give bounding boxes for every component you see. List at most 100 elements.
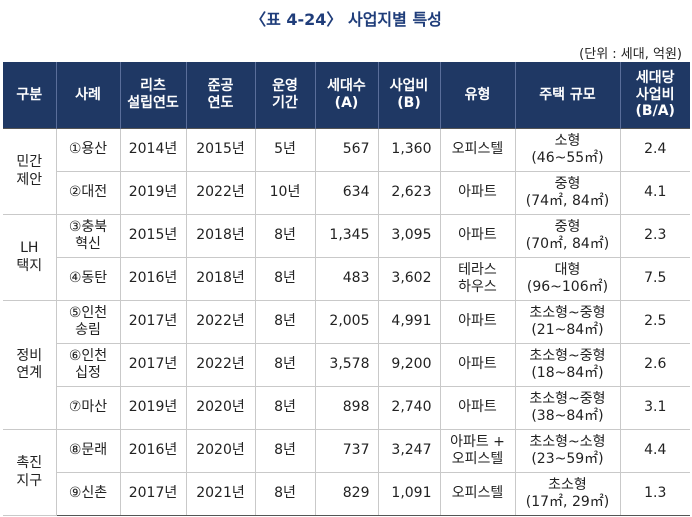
table-cell: 테라스 하우스 — [439, 257, 516, 301]
column-header: 세대당 사업비 (B/A) — [619, 62, 690, 129]
table-cell: 5년 — [254, 128, 316, 172]
table-cell: 2020년 — [185, 386, 256, 430]
table-cell: 2017년 — [119, 343, 187, 387]
table-cell: 8년 — [254, 214, 316, 258]
table-cell: 3,578 — [314, 343, 379, 387]
table-cell: ①용산 — [55, 128, 121, 172]
table-cell: 4,991 — [377, 300, 441, 344]
table-cell: 아파트 — [439, 214, 516, 258]
table-cell: ②대전 — [55, 171, 121, 215]
table-cell: 2.5 — [619, 300, 690, 344]
table-cell: 2014년 — [119, 128, 187, 172]
table-cell: ⑨신촌 — [55, 472, 121, 516]
group-cell: 정비 연계 — [3, 300, 57, 430]
table-cell: 중형 (70㎡, 84㎡) — [514, 214, 621, 258]
table-cell: 8년 — [254, 472, 316, 516]
table-row: ④동탄 2016년 2018년 8년 483 3,602 테라스 하우스 대형 (96~106… — [3, 257, 690, 301]
table-row: LH 택지 ③충북 혁신 2015년 2018년 8년 1,345 3,095 아파트 중형 (… — [3, 214, 690, 301]
table-cell: 2.6 — [619, 343, 690, 387]
table-cell: 오피스텔 — [439, 128, 516, 172]
table-cell: ⑦마산 — [55, 386, 121, 430]
table-cell: 1.3 — [619, 472, 690, 516]
table-cell: 2.4 — [619, 128, 690, 172]
table-cell: 아파트 — [439, 171, 516, 215]
column-header: 세대수 (A) — [314, 62, 378, 129]
table-cell: 2022년 — [185, 300, 256, 344]
table-cell: ④동탄 — [55, 257, 121, 301]
table-row: ⑥인천 십정 2017년 2022년 8년 3,578 9,200 아파트 초소형~중형 (1… — [3, 343, 690, 387]
table-cell: 898 — [314, 386, 379, 430]
table-row: ⑦마산 2019년 2020년 8년 898 2,740 아파트 초소형~중형 (38~84㎡… — [3, 386, 690, 430]
table-row: 정비 연계 ⑤인천 송림 2017년 2022년 8년 2,005 4,991 아파트 초소형~… — [3, 300, 690, 430]
table-cell: 567 — [314, 128, 379, 172]
group-cell: LH 택지 — [3, 214, 57, 301]
table-cell: 8년 — [254, 429, 316, 473]
table-cell: 2022년 — [185, 171, 256, 215]
header-row: 구분 사례 리츠 설립연도 준공 연도 운영 기간 세대수 (A) 사업비 (B) 유형 주택 … — [3, 62, 690, 129]
table-cell: 아파트 + 오피스텔 — [439, 429, 516, 473]
table-cell: 초소형 (17㎡, 29㎡) — [514, 472, 621, 516]
table: 구분 사례 리츠 설립연도 준공 연도 운영 기간 세대수 (A) 사업비 (B) 유형 주택 … — [3, 62, 690, 516]
table-row: ②대전 2019년 2022년 10년 634 2,623 아파트 중형 (74㎡, 84㎡)… — [3, 171, 690, 215]
table-cell: 오피스텔 — [439, 472, 516, 516]
table-cell: ⑥인천 십정 — [55, 343, 121, 387]
table-cell: 2018년 — [185, 214, 256, 258]
group-cell: 촉진 지구 — [3, 429, 57, 516]
table-cell: 3,095 — [377, 214, 441, 258]
table-cell: 중형 (74㎡, 84㎡) — [514, 171, 621, 215]
table-cell: 3,247 — [377, 429, 441, 473]
table-cell: 아파트 — [439, 300, 516, 344]
table-cell: 2,623 — [377, 171, 441, 215]
table-cell: 2021년 — [185, 472, 256, 516]
table-cell: 2018년 — [185, 257, 256, 301]
group-cell: 민간 제안 — [3, 128, 57, 215]
table-cell: 소형 (46~55㎡) — [514, 128, 621, 172]
table-cell: 2020년 — [185, 429, 256, 473]
table-cell: 3.1 — [619, 386, 690, 430]
table-cell: ⑤인천 송림 — [55, 300, 121, 344]
table-cell: 4.1 — [619, 171, 690, 215]
table-cell: 아파트 — [439, 343, 516, 387]
column-header: 사례 — [55, 62, 120, 129]
column-header: 사업비 (B) — [377, 62, 440, 129]
table-cell: 634 — [314, 171, 379, 215]
table-cell: 초소형~중형 (18~84㎡) — [514, 343, 621, 387]
table-row: 촉진 지구 ⑧문래 2016년 2020년 8년 737 3,247 아파트 + 오피스텔 초소… — [3, 429, 690, 516]
column-header: 리츠 설립연도 — [119, 62, 186, 129]
table-cell: 1,345 — [314, 214, 379, 258]
table-cell: 4.4 — [619, 429, 690, 473]
table-cell: 829 — [314, 472, 379, 516]
table-cell: 초소형~소형 (23~59㎡) — [514, 429, 621, 473]
table-cell: 2016년 — [119, 257, 187, 301]
table-cell: 2017년 — [119, 472, 187, 516]
table-cell: 대형 (96~106㎡) — [514, 257, 621, 301]
table-cell: ③충북 혁신 — [55, 214, 121, 258]
table-cell: ⑧문래 — [55, 429, 121, 473]
table-cell: 8년 — [254, 300, 316, 344]
table-cell: 2022년 — [185, 343, 256, 387]
table-cell: 483 — [314, 257, 379, 301]
table-cell: 아파트 — [439, 386, 516, 430]
table-row: 민간 제안 ①용산 2014년 2015년 5년 567 1,360 오피스텔 소형 (46~5… — [3, 128, 690, 215]
table-cell: 9,200 — [377, 343, 441, 387]
table-cell: 8년 — [254, 257, 316, 301]
table-cell: 2015년 — [119, 214, 187, 258]
table-cell: 8년 — [254, 386, 316, 430]
table-cell: 2015년 — [185, 128, 256, 172]
table-cell: 2017년 — [119, 300, 187, 344]
table-cell: 7.5 — [619, 257, 690, 301]
column-header: 주택 규모 — [514, 62, 620, 129]
table-cell: 8년 — [254, 343, 316, 387]
table-body: 민간 제안 ①용산 2014년 2015년 5년 567 1,360 오피스텔 소형 (46~5… — [3, 128, 690, 516]
table-cell: 초소형~중형 (21~84㎡) — [514, 300, 621, 344]
table-cell: 2019년 — [119, 386, 187, 430]
table-cell: 2019년 — [119, 171, 187, 215]
table-cell: 초소형~중형 (38~84㎡) — [514, 386, 621, 430]
column-header: 유형 — [439, 62, 515, 129]
table-row: ⑨신촌 2017년 2021년 8년 829 1,091 오피스텔 초소형 (17㎡, 29㎡… — [3, 472, 690, 516]
table-cell: 2016년 — [119, 429, 187, 473]
column-header: 구분 — [3, 62, 56, 129]
table-cell: 2,005 — [314, 300, 379, 344]
table-cell: 1,360 — [377, 128, 441, 172]
